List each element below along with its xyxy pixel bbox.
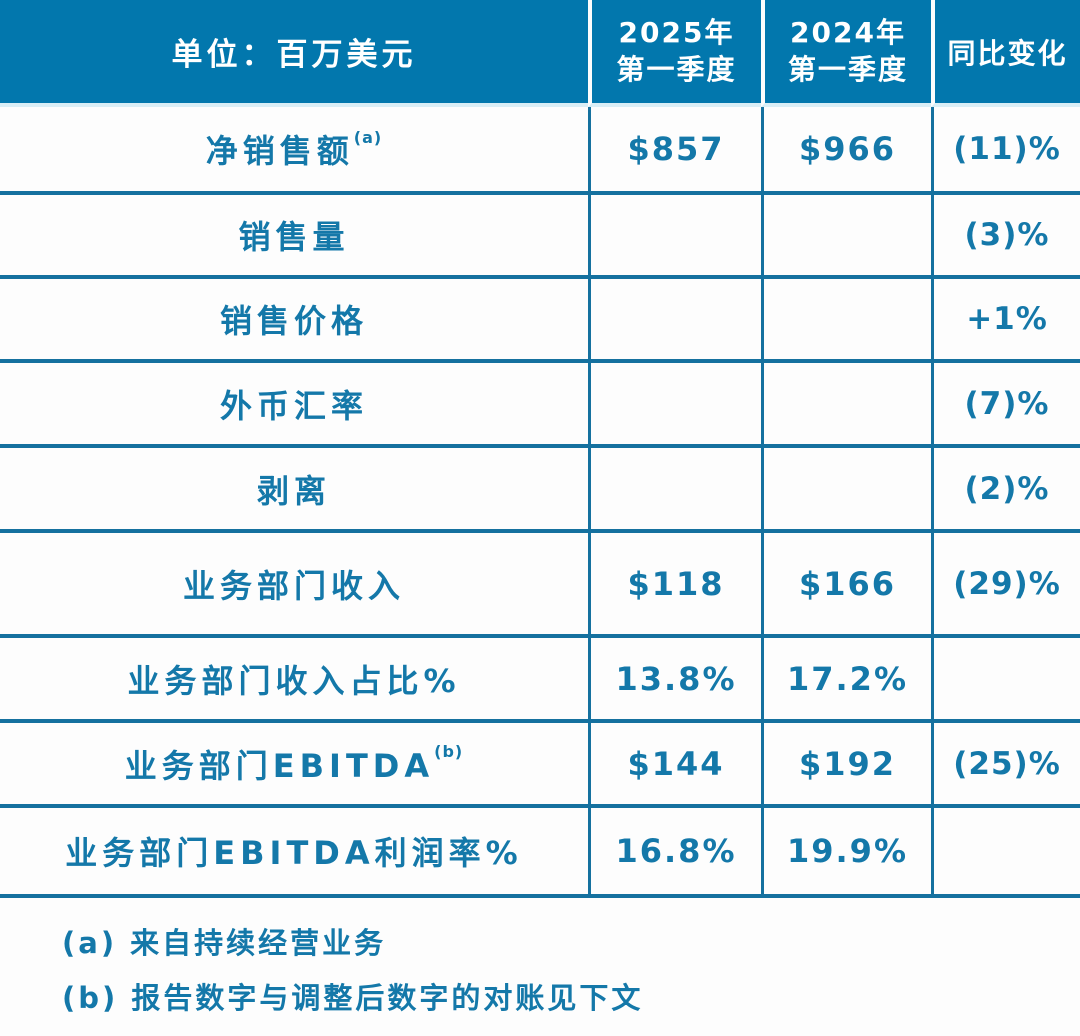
cell-segment-income-pct-2025: 13.8%	[588, 638, 761, 723]
header-2025-year: 2025年	[618, 16, 735, 50]
cell-divestitures-change: (2)%	[931, 448, 1080, 533]
row-label-text: 剥离	[256, 471, 331, 510]
cell-fx-rate-change: (7)%	[931, 363, 1080, 448]
cell-segment-income-pct-change	[931, 638, 1080, 723]
financial-summary-table: 单位：百万美元 2025年 第一季度 2024年 第一季度 同比变化 净销售额(…	[0, 0, 1080, 898]
cell-segment-ebitda-margin-2025: 16.8%	[588, 808, 761, 898]
row-label-text: 净销售额	[205, 132, 354, 170]
footnote-marker: (b)	[434, 742, 464, 761]
cell-net-sales-2024: $966	[761, 107, 931, 195]
cell-segment-ebitda-margin-2024: 19.9%	[761, 808, 931, 898]
row-label-text: 业务部门收入占比%	[127, 661, 461, 700]
cell-sales-volume-2025	[588, 195, 761, 279]
cell-sales-volume-2024	[761, 195, 931, 279]
cell-segment-income-2024: $166	[761, 533, 931, 638]
row-label-text: 业务部门EBITDA	[124, 746, 435, 785]
footnotes: (a) 来自持续经营业务 (b) 报告数字与调整后数字的对账见下文	[0, 898, 1080, 1016]
cell-segment-income-change: (29)%	[931, 533, 1080, 638]
cell-fx-rate-2025	[588, 363, 761, 448]
row-label-segment-ebitda-margin: 业务部门EBITDA利润率%	[0, 808, 588, 898]
footnote-marker: (a)	[353, 127, 383, 147]
cell-sales-price-change: +1%	[931, 279, 1080, 363]
cell-segment-income-2025: $118	[588, 533, 761, 638]
row-label-text: 销售量	[238, 218, 350, 256]
cell-segment-ebitda-2025: $144	[588, 723, 761, 808]
cell-net-sales-2025: $857	[588, 107, 761, 195]
footnote-b: (b) 报告数字与调整后数字的对账见下文	[62, 980, 644, 1015]
row-label-fx-rate: 外币汇率	[0, 363, 588, 448]
row-label-sales-volume: 销售量	[0, 195, 588, 279]
row-label-segment-income: 业务部门收入	[0, 533, 588, 638]
cell-divestitures-2025	[588, 448, 761, 533]
cell-segment-ebitda-2024: $192	[761, 723, 931, 808]
footnote-a: (a) 来自持续经营业务	[62, 926, 387, 960]
row-label-sales-price: 销售价格	[0, 279, 588, 363]
cell-net-sales-change: (11)%	[931, 107, 1080, 195]
row-label-net-sales: 净销售额 (a)	[0, 107, 588, 195]
header-2024-year: 2024年	[790, 16, 906, 50]
header-col-2025-q1: 2025年 第一季度	[588, 0, 761, 107]
cell-sales-price-2025	[588, 279, 761, 363]
header-2025-quarter: 第一季度	[616, 52, 737, 86]
cell-sales-volume-change: (3)%	[931, 195, 1080, 279]
cell-sales-price-2024	[761, 279, 931, 363]
cell-divestitures-2024	[761, 448, 931, 533]
row-label-divestitures: 剥离	[0, 448, 588, 533]
cell-fx-rate-2024	[761, 363, 931, 448]
row-label-text: 外币汇率	[219, 386, 368, 425]
row-label-text: 业务部门收入	[182, 566, 405, 605]
cell-segment-income-pct-2024: 17.2%	[761, 638, 931, 723]
cell-segment-ebitda-margin-change	[931, 808, 1080, 898]
cell-segment-ebitda-change: (25)%	[931, 723, 1080, 808]
header-col-2024-q1: 2024年 第一季度	[761, 0, 931, 107]
header-col-yoy-change: 同比变化	[931, 0, 1080, 107]
row-label-text: 业务部门EBITDA利润率%	[65, 834, 523, 872]
header-2024-quarter: 第一季度	[787, 52, 908, 86]
row-label-segment-ebitda: 业务部门EBITDA (b)	[0, 723, 588, 808]
row-label-text: 销售价格	[219, 302, 368, 340]
row-label-segment-income-pct: 业务部门收入占比%	[0, 638, 588, 723]
header-unit-label: 单位：百万美元	[0, 0, 588, 107]
